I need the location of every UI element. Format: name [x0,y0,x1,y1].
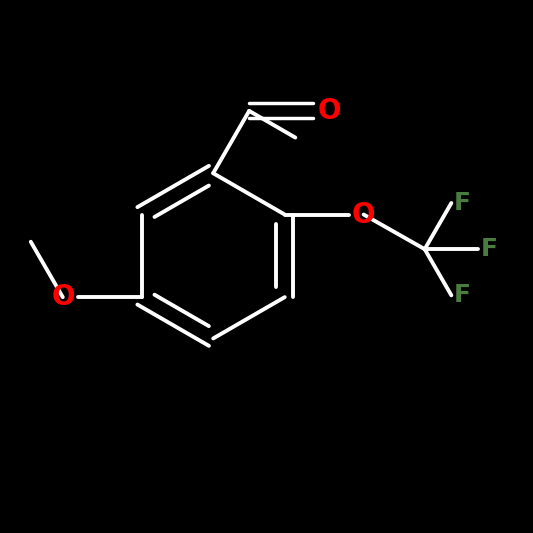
Text: O: O [351,200,375,229]
Text: F: F [481,237,498,261]
Text: F: F [454,191,471,215]
Text: F: F [454,284,471,308]
Text: O: O [318,97,341,125]
Text: O: O [52,283,75,311]
